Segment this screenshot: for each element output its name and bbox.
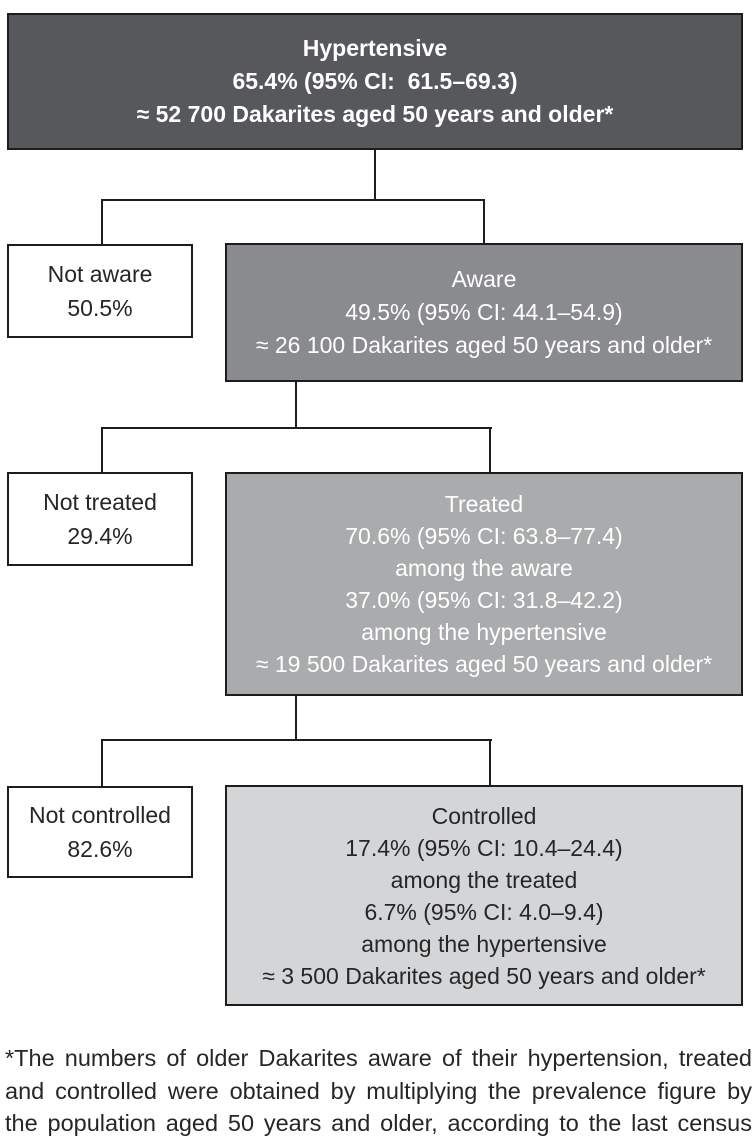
connector-3-horizontal (101, 739, 492, 741)
node-treated-among-aware: among the aware (395, 555, 573, 581)
node-aware-ci: 49.5% (95% CI: 44.1–54.9) (345, 299, 623, 325)
node-controlled-title: Controlled (431, 802, 537, 829)
connector-3-left-drop (101, 739, 103, 786)
node-not-aware-title: Not aware (47, 261, 153, 287)
footnote: *The numbers of older Dakarites aware of… (5, 1045, 752, 1136)
connector-1-left-drop (101, 199, 103, 244)
node-not-aware-pct: 50.5% (67, 295, 133, 321)
node-hypertensive-count: ≈ 52 700 Dakarites aged 50 years and old… (136, 101, 614, 127)
node-not-controlled: Not controlled 82.6% (7, 786, 193, 878)
node-treated-count: ≈ 19 500 Dakarites aged 50 years and old… (255, 651, 713, 677)
node-treated-title: Treated (444, 491, 524, 517)
node-controlled-ci-treated: 17.4% (95% CI: 10.4–24.4) (345, 834, 623, 861)
connector-2-stem (295, 382, 297, 428)
connector-2-right-drop (489, 427, 491, 472)
node-not-treated: Not treated 29.4% (7, 472, 193, 566)
node-aware-title: Aware (451, 266, 517, 292)
node-treated: Treated 70.6% (95% CI: 63.8–77.4) among … (225, 472, 743, 696)
node-treated-ci-aware: 70.6% (95% CI: 63.8–77.4) (345, 523, 623, 549)
node-hypertensive: Hypertensive 65.4% (95% CI: 61.5–69.3) ≈… (7, 13, 743, 150)
node-controlled-among-hypertensive: among the hypertensive (361, 930, 607, 957)
connector-1-right-drop (483, 199, 485, 243)
node-treated-among-hypertensive: among the hypertensive (361, 619, 607, 645)
connector-2-left-drop (101, 427, 103, 472)
node-controlled-among-treated: among the treated (390, 866, 578, 893)
node-not-treated-title: Not treated (43, 489, 157, 515)
node-aware: Aware 49.5% (95% CI: 44.1–54.9) ≈ 26 100… (225, 243, 743, 382)
node-controlled-ci-hypertensive: 6.7% (95% CI: 4.0–9.4) (364, 898, 604, 925)
node-controlled-count: ≈ 3 500 Dakarites aged 50 years and olde… (262, 962, 706, 989)
connector-1-horizontal (101, 199, 485, 201)
node-not-treated-pct: 29.4% (67, 523, 133, 549)
node-not-controlled-title: Not controlled (29, 802, 171, 828)
node-hypertensive-ci: 65.4% (95% CI: 61.5–69.3) (232, 68, 518, 94)
node-aware-count: ≈ 26 100 Dakarites aged 50 years and old… (255, 332, 713, 358)
node-treated-ci-hypertensive: 37.0% (95% CI: 31.8–42.2) (345, 587, 623, 613)
connector-3-stem (295, 696, 297, 741)
connector-3-right-drop (489, 739, 491, 786)
connector-1-stem (374, 150, 376, 200)
node-not-controlled-pct: 82.6% (67, 836, 133, 862)
node-hypertensive-title: Hypertensive (302, 35, 448, 61)
node-controlled: Controlled 17.4% (95% CI: 10.4–24.4) amo… (225, 785, 743, 1006)
connector-2-horizontal (101, 427, 492, 429)
node-not-aware: Not aware 50.5% (7, 244, 193, 338)
